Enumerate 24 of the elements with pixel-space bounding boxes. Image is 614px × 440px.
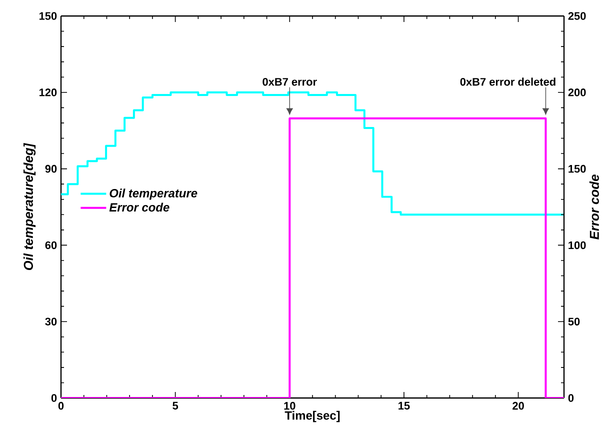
annotation: 0xB7 error deleted — [460, 78, 556, 86]
annotation: 0xB7 error — [262, 78, 317, 86]
y2-tick-label: 100 — [568, 241, 586, 250]
y2-tick-label: 150 — [568, 164, 586, 173]
y-axis-title: Oil temperature[deg] — [23, 142, 36, 270]
x-axis-title: Time[sec] — [284, 410, 340, 422]
y2-tick-label: 0 — [568, 394, 574, 402]
legend-label: Error code — [109, 202, 170, 212]
y2-tick-label: 50 — [568, 318, 580, 326]
y-tick-label: 120 — [39, 88, 57, 96]
y2-tick-label: 200 — [568, 88, 586, 96]
y2-axis-title: Error code — [589, 174, 599, 240]
y2-tick-label: 250 — [568, 12, 586, 20]
x-tick-label: 15 — [398, 402, 410, 410]
y-tick-label: 30 — [45, 318, 57, 326]
y-tick-label: 90 — [45, 164, 57, 173]
y-tick-label: 150 — [39, 12, 57, 20]
y-tick-label: 0 — [51, 394, 57, 402]
x-tick-label: 20 — [512, 402, 524, 410]
y-tick-label: 60 — [45, 241, 57, 250]
x-tick-label: 5 — [172, 402, 178, 410]
x-tick-label: 10 — [284, 402, 296, 410]
x-tick-label: 0 — [58, 402, 64, 410]
legend-label: Oil temperature — [110, 188, 198, 200]
